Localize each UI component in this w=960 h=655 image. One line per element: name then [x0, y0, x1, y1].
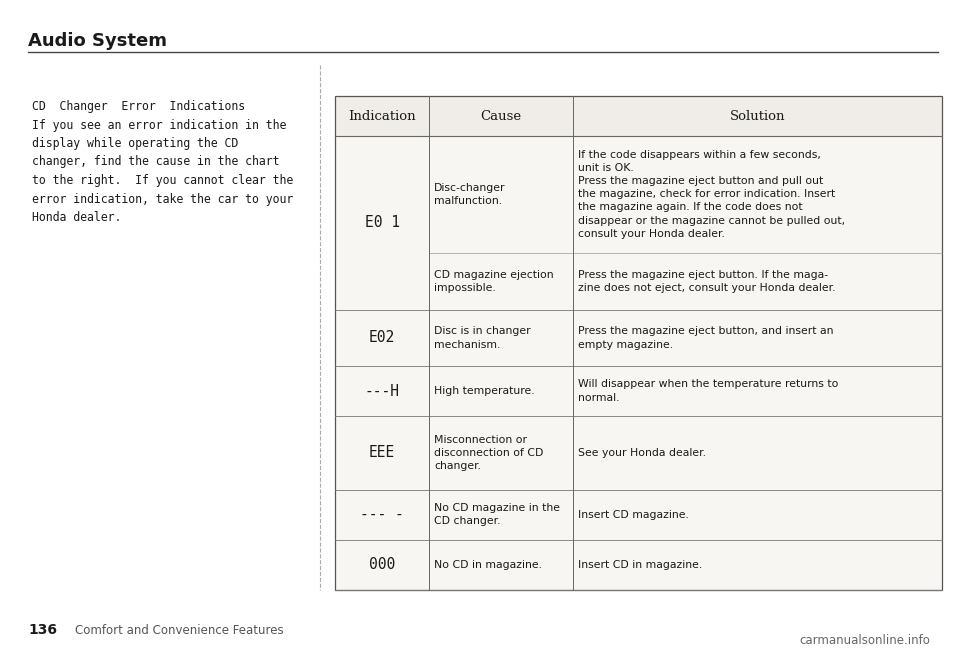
- Text: EEE: EEE: [369, 445, 396, 460]
- Text: E0 1: E0 1: [365, 215, 399, 231]
- Text: CD magazine ejection
impossible.: CD magazine ejection impossible.: [434, 270, 554, 293]
- Text: Disc-changer
malfunction.: Disc-changer malfunction.: [434, 183, 506, 206]
- Text: 136: 136: [28, 623, 57, 637]
- Text: No CD magazine in the
CD changer.: No CD magazine in the CD changer.: [434, 503, 560, 527]
- Text: Insert CD magazine.: Insert CD magazine.: [578, 510, 689, 520]
- Text: --- -: --- -: [360, 508, 404, 522]
- Text: If the code disappears within a few seconds,
unit is OK.
Press the magazine ejec: If the code disappears within a few seco…: [578, 150, 845, 239]
- Text: Audio System: Audio System: [28, 32, 167, 50]
- Text: E02: E02: [369, 330, 396, 345]
- Text: No CD in magazine.: No CD in magazine.: [434, 560, 542, 570]
- Text: Cause: Cause: [480, 109, 521, 122]
- Text: 000: 000: [369, 557, 396, 572]
- Text: ---H: ---H: [365, 384, 399, 398]
- Text: carmanualsonline.info: carmanualsonline.info: [799, 633, 930, 646]
- Text: High temperature.: High temperature.: [434, 386, 535, 396]
- Bar: [335, 96, 942, 590]
- Text: Comfort and Convenience Features: Comfort and Convenience Features: [75, 624, 283, 637]
- Text: Will disappear when the temperature returns to
normal.: Will disappear when the temperature retu…: [578, 379, 838, 403]
- Bar: [335, 96, 942, 590]
- Text: Press the magazine eject button. If the maga-
zine does not eject, consult your : Press the magazine eject button. If the …: [578, 270, 835, 293]
- Text: CD  Changer  Error  Indications
If you see an error indication in the
display wh: CD Changer Error Indications If you see …: [32, 100, 293, 224]
- Text: Insert CD in magazine.: Insert CD in magazine.: [578, 560, 702, 570]
- Text: Misconnection or
disconnection of CD
changer.: Misconnection or disconnection of CD cha…: [434, 435, 543, 471]
- Text: Indication: Indication: [348, 109, 416, 122]
- Text: Press the magazine eject button, and insert an
empty magazine.: Press the magazine eject button, and ins…: [578, 326, 833, 350]
- Text: Solution: Solution: [730, 109, 785, 122]
- Bar: [335, 96, 942, 136]
- Text: Disc is in changer
mechanism.: Disc is in changer mechanism.: [434, 326, 531, 350]
- Text: See your Honda dealer.: See your Honda dealer.: [578, 448, 706, 458]
